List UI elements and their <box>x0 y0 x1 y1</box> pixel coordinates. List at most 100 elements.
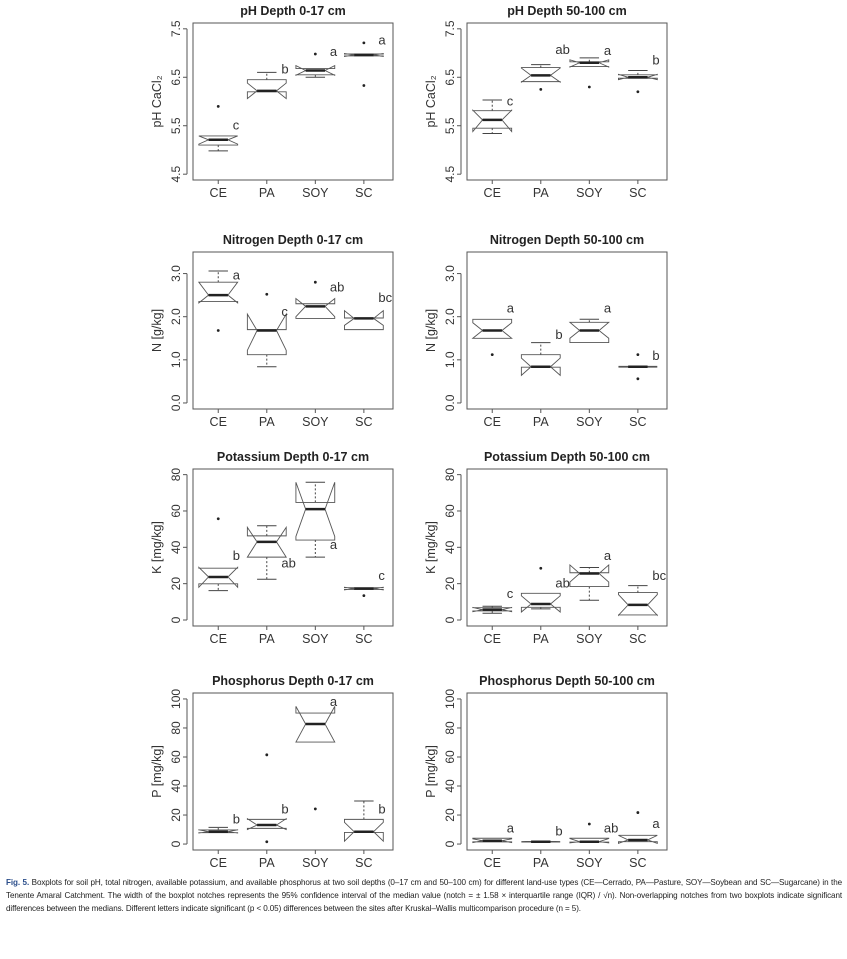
y-tick-label: 0.0 <box>443 394 457 411</box>
y-tick-label: 20 <box>169 808 183 822</box>
y-tick-label: 20 <box>443 577 457 591</box>
notched-box <box>344 818 384 843</box>
outlier-point <box>636 811 640 814</box>
y-axis-label: pH CaCl₂ <box>150 75 164 127</box>
boxplot-sc: a <box>344 32 386 87</box>
y-tick-label: 0 <box>443 840 457 847</box>
significance-letter: bc <box>378 290 392 305</box>
boxplot-ce: a <box>472 820 515 844</box>
x-tick-label: SOY <box>302 632 329 646</box>
y-tick-label: 80 <box>443 721 457 735</box>
y-tick-label: 60 <box>169 504 183 518</box>
x-tick-label: SC <box>355 856 372 870</box>
boxplot-sc: c <box>344 568 385 598</box>
y-tick-label: 4.5 <box>443 166 457 183</box>
significance-letter: bc <box>652 568 666 583</box>
panel-1: pH Depth 0-17 cm 4.5 5.5 6.5 7.5 pH CaCl₂ CE PA… <box>150 4 394 200</box>
panel-title: pH Depth 50-100 cm <box>507 4 626 18</box>
y-tick-label: 80 <box>169 468 183 482</box>
x-tick-label: CE <box>484 415 501 429</box>
significance-letter: ab <box>604 820 618 835</box>
significance-letter: b <box>281 61 288 76</box>
x-tick-label: PA <box>259 856 275 870</box>
significance-letter: c <box>233 118 240 133</box>
x-tick-label: SC <box>629 856 646 870</box>
x-tick-label: PA <box>533 415 549 429</box>
outlier-point <box>636 377 640 381</box>
y-tick-label: 60 <box>443 750 457 764</box>
plot-frame <box>192 22 394 181</box>
boxplot-pa: ab <box>520 42 570 91</box>
y-tick-label: 0 <box>169 616 183 623</box>
panel-5: Potassium Depth 0-17 cm 0 20 40 60 80 K [mg/kg… <box>150 450 394 646</box>
significance-letter: ab <box>555 575 569 590</box>
y-tick-label: 40 <box>443 540 457 554</box>
x-tick-label: SOY <box>576 632 603 646</box>
outlier-point <box>539 87 543 91</box>
panel-title: pH Depth 0-17 cm <box>240 4 346 18</box>
figure-caption: Fig. 5. Boxplots for soil pH, total nitr… <box>6 876 842 915</box>
y-axis-label: N [g/kg] <box>150 309 164 352</box>
x-tick-label: CE <box>210 186 227 200</box>
boxplot-soy: ab <box>569 820 618 844</box>
y-tick-label: 3.0 <box>169 265 183 282</box>
panel-4: Nitrogen Depth 50-100 cm 0.0 1.0 2.0 3.0 N [g… <box>424 233 668 429</box>
x-tick-label: SOY <box>302 856 329 870</box>
x-tick-label: PA <box>533 632 549 646</box>
y-tick-label: 2.0 <box>443 308 457 325</box>
outlier-point <box>313 807 317 811</box>
y-tick-label: 7.5 <box>443 20 457 37</box>
outlier-point <box>313 52 317 56</box>
y-axis-label: N [g/kg] <box>424 309 438 352</box>
significance-letter: b <box>233 812 240 827</box>
y-tick-label: 4.5 <box>169 166 183 183</box>
boxplot-ce: c <box>198 104 240 152</box>
x-tick-label: PA <box>533 856 549 870</box>
boxplot-sc: b <box>344 800 386 843</box>
outlier-point <box>265 292 269 296</box>
x-tick-label: PA <box>259 632 275 646</box>
significance-letter: a <box>330 537 338 552</box>
significance-letter: b <box>652 53 659 68</box>
significance-letter: b <box>555 823 562 838</box>
x-tick-label: SOY <box>302 415 329 429</box>
plot-frame <box>466 22 668 181</box>
y-tick-label: 60 <box>443 504 457 518</box>
significance-letter: a <box>604 300 612 315</box>
x-tick-label: CE <box>484 632 501 646</box>
y-axis-label: P [mg/kg] <box>424 745 438 798</box>
x-tick-label: CE <box>484 186 501 200</box>
boxplot-ce: a <box>197 268 241 332</box>
significance-letter: a <box>330 694 338 709</box>
boxplot-sc: b <box>618 348 660 381</box>
plot-frame <box>192 251 394 410</box>
notched-box <box>197 281 239 304</box>
outlier-point <box>362 594 366 598</box>
boxplot-soy: a <box>295 481 338 558</box>
x-tick-label: SC <box>629 415 646 429</box>
y-axis-label: K [mg/kg] <box>150 521 164 574</box>
boxplot-ce: c <box>472 586 514 614</box>
y-tick-label: 40 <box>169 779 183 793</box>
outlier-point <box>265 753 269 757</box>
x-tick-label: SOY <box>302 186 329 200</box>
plot-frame <box>192 692 394 851</box>
boxplot-sc: b <box>618 53 660 94</box>
significance-letter: ab <box>555 42 569 57</box>
boxplot-soy: a <box>295 44 338 78</box>
y-tick-label: 100 <box>443 689 457 709</box>
y-tick-label: 40 <box>443 779 457 793</box>
plot-frame <box>192 468 394 627</box>
outlier-point <box>362 41 366 45</box>
x-tick-label: SC <box>355 632 372 646</box>
significance-letter: a <box>330 44 338 59</box>
x-tick-label: SOY <box>576 415 603 429</box>
boxplot-pa: b <box>246 753 289 844</box>
panel-6: Potassium Depth 50-100 cm 0 20 40 60 80 K [mg/… <box>424 450 668 646</box>
y-tick-label: 20 <box>443 808 457 822</box>
panel-title: Phosphorus Depth 50-100 cm <box>479 674 655 688</box>
y-tick-label: 100 <box>169 689 183 709</box>
notched-box <box>520 354 561 377</box>
outlier-point <box>265 840 269 844</box>
notched-box <box>246 312 287 356</box>
